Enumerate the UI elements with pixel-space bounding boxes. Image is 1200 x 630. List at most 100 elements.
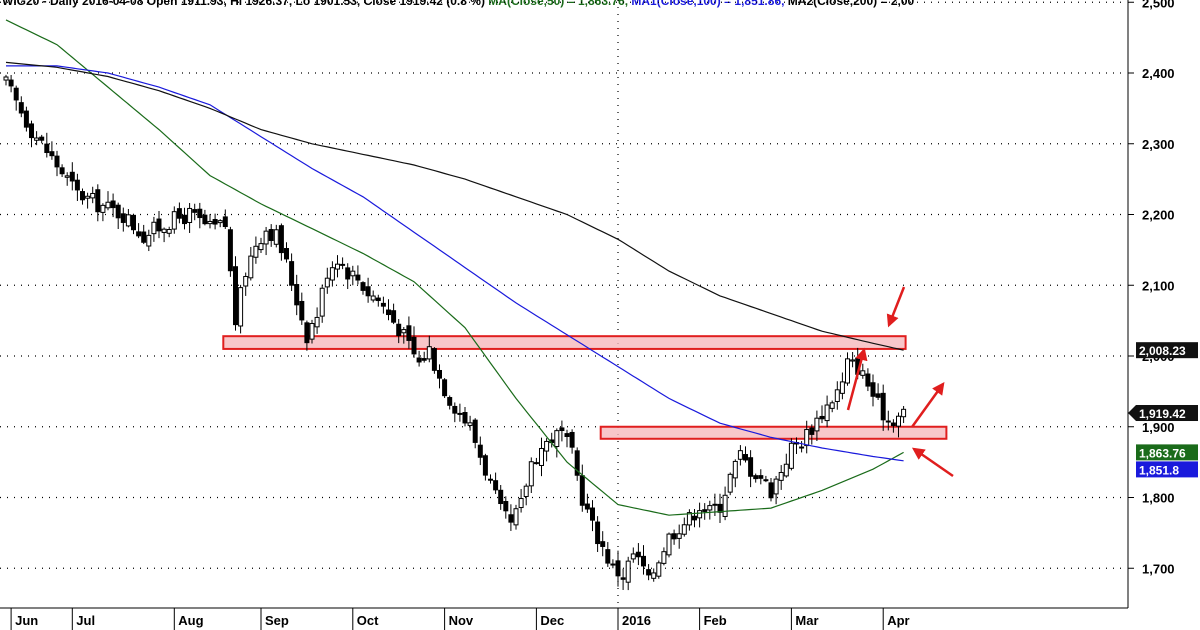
price-badge-label: 1,851.8: [1139, 463, 1179, 477]
candle: [95, 184, 101, 222]
candle-body: [743, 454, 748, 461]
candle-body: [574, 450, 580, 476]
candle: [120, 207, 126, 232]
x-tick-label: Dec: [540, 613, 564, 628]
candle-body: [865, 373, 871, 387]
candle-body: [284, 248, 289, 260]
candle-body: [875, 393, 881, 398]
candle: [870, 374, 876, 407]
candle: [600, 531, 606, 557]
candle-body: [488, 478, 493, 481]
y-tick-label: 2,200: [1142, 208, 1175, 223]
candle-body: [375, 297, 381, 302]
price-zone: [599, 425, 948, 440]
candle-body: [707, 505, 713, 511]
candle-body: [248, 255, 254, 279]
y-tick-label: 1,900: [1142, 420, 1175, 435]
candle: [406, 316, 412, 349]
candle: [773, 475, 779, 505]
candle: [227, 226, 233, 277]
candle-body: [600, 541, 606, 547]
candle: [243, 272, 249, 296]
candle-body: [722, 494, 728, 517]
candle-body: [763, 479, 769, 482]
candle-body: [493, 480, 499, 491]
candle: [523, 483, 529, 506]
ma-line: [6, 65, 904, 462]
header-ma100-label: MA1(Close,100) = 1,851.86,: [628, 0, 785, 8]
candle: [391, 303, 397, 325]
candle-body: [416, 357, 422, 363]
price-badges: 2,008.23 1,919.42 1,863.76 1,851.8: [1128, 342, 1198, 478]
candle-body: [421, 358, 427, 361]
candle-body: [829, 402, 835, 409]
candle: [732, 459, 738, 488]
candle: [253, 236, 259, 264]
candle-body: [299, 300, 305, 321]
header-symbol-info: WIG20 - Daily 2016-04-08 Open 1911.93, H…: [2, 0, 485, 8]
candle-body: [860, 370, 866, 376]
candle-body: [294, 284, 300, 306]
candle: [865, 368, 871, 392]
candle: [814, 410, 820, 442]
candle-body: [34, 137, 40, 141]
candle: [319, 284, 325, 323]
candle-body: [380, 302, 386, 307]
candle: [513, 504, 519, 530]
candle-body: [340, 263, 346, 266]
x-tick-label: Sep: [265, 613, 289, 628]
candle: [273, 224, 279, 248]
candle-body: [187, 207, 193, 223]
candle: [554, 428, 560, 458]
candle: [182, 207, 187, 230]
candle-body: [319, 287, 325, 317]
candle: [605, 542, 611, 567]
candle: [329, 261, 335, 287]
candle-body: [74, 179, 80, 191]
candle-body: [447, 397, 453, 406]
candle-body: [584, 503, 590, 510]
candle: [503, 496, 509, 519]
candle: [156, 211, 162, 239]
candle-body: [467, 422, 473, 426]
candle-body: [880, 392, 886, 421]
candle: [692, 508, 697, 528]
candle: [64, 172, 70, 186]
candle: [783, 453, 789, 478]
candle-body: [819, 415, 825, 420]
candle-body: [839, 381, 845, 394]
candle: [457, 403, 463, 422]
candle-body: [431, 348, 437, 371]
candle-body: [212, 218, 218, 225]
candle-body: [401, 329, 407, 334]
candle-body: [671, 533, 677, 540]
candle-body: [702, 509, 708, 512]
candle-body: [610, 563, 616, 566]
candle-body: [579, 475, 585, 506]
candle-body: [202, 214, 208, 225]
candle-body: [268, 229, 274, 241]
candle: [717, 493, 723, 523]
candle-body: [18, 102, 24, 114]
candle: [304, 320, 310, 351]
candle: [508, 504, 514, 531]
candle-body: [615, 560, 621, 577]
candle: [477, 436, 483, 466]
candle-body: [814, 417, 820, 432]
candle: [161, 227, 167, 243]
x-tick-label: Jun: [15, 613, 38, 628]
candle-body: [289, 261, 295, 286]
candle: [23, 106, 29, 132]
candle-body: [345, 267, 351, 280]
candle: [131, 213, 136, 235]
candle-body: [595, 521, 601, 545]
candle: [447, 395, 453, 410]
candle: [166, 226, 172, 238]
candle: [299, 292, 305, 325]
candle-body: [197, 208, 203, 219]
candle-body: [64, 175, 70, 178]
candle-body: [676, 533, 682, 539]
candle: [488, 474, 493, 484]
candle: [192, 203, 198, 221]
candle-body: [773, 478, 779, 495]
